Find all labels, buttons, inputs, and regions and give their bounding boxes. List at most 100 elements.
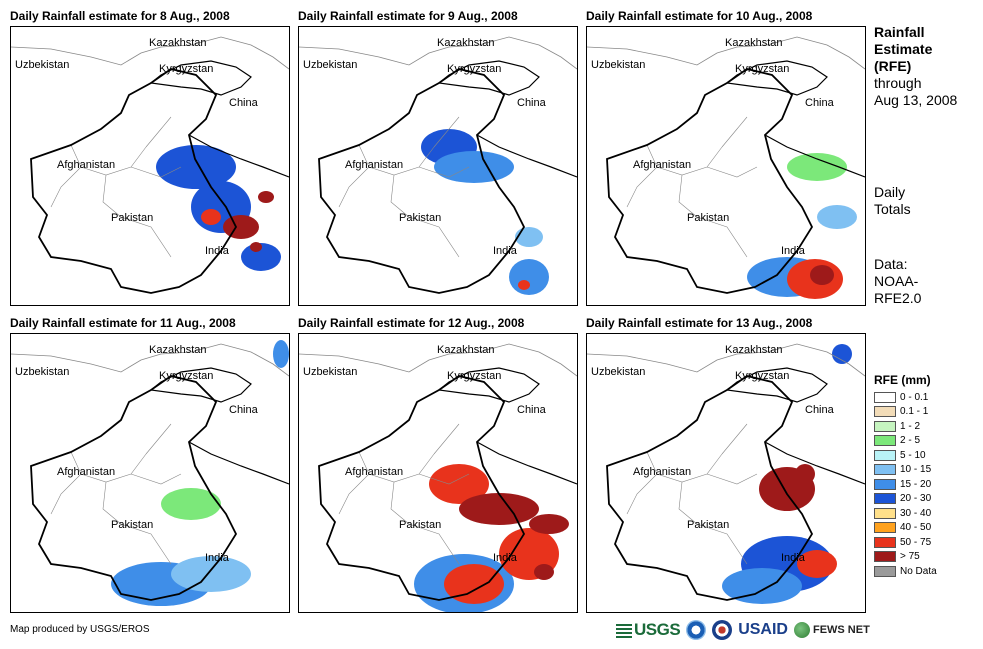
country-label-china: China (517, 97, 546, 109)
region-boundary (30, 68, 238, 294)
legend-label: > 75 (900, 551, 920, 563)
country-label-afghanistan: Afghanistan (633, 159, 692, 171)
region-boundary (606, 68, 814, 294)
rainfall-area (258, 191, 274, 203)
legend-label: 20 - 30 (900, 493, 932, 505)
rainfall-area (529, 514, 569, 534)
rainfall-map: Kazakhstan Uzbekistan Kyrgyzstan China Afgha… (298, 333, 578, 613)
legend-label: 40 - 50 (900, 522, 932, 534)
region-boundary (318, 375, 526, 601)
legend-item: 10 - 15 (874, 463, 937, 478)
legend-swatch (874, 493, 896, 505)
legend-item: 50 - 75 (874, 535, 937, 550)
region-boundary (30, 375, 238, 601)
rainfall-map-svg (299, 343, 577, 612)
usaid-logo: USAID (738, 621, 788, 638)
country-label-kyrgyzstan: Kyrgyzstan (735, 63, 790, 75)
country-label-kazakhstan: Kazakhstan (437, 37, 495, 49)
title-line: (RFE) (874, 58, 912, 74)
rainfall-map-svg (11, 36, 289, 294)
province-boundary (433, 116, 460, 148)
country-label-china: China (517, 404, 546, 416)
country-label-kyrgyzstan: Kyrgyzstan (159, 63, 214, 75)
province-boundary (338, 166, 370, 208)
country-label-china: China (805, 97, 834, 109)
province-boundary (50, 473, 82, 515)
rainfall-map-panel-aug11: Daily Rainfall estimate for 11 Aug., 200… (10, 316, 290, 616)
province-boundary (721, 116, 748, 148)
province-boundary (130, 166, 182, 178)
legend-label: 0.1 - 1 (900, 406, 929, 418)
country-boundary (149, 60, 252, 96)
legend-swatch (874, 464, 896, 476)
country-label-india: India (781, 552, 805, 564)
country-label-afghanistan: Afghanistan (345, 159, 404, 171)
rainfall-area (810, 265, 834, 285)
country-label-uzbekistan: Uzbekistan (591, 366, 646, 378)
legend-item: 40 - 50 (874, 521, 937, 536)
country-label-india: India (493, 245, 517, 257)
legend-item: 30 - 40 (874, 506, 937, 521)
legend-item: 2 - 5 (874, 434, 937, 449)
province-boundary (50, 166, 82, 208)
country-boundary (149, 367, 252, 403)
panel-title: Daily Rainfall estimate for 10 Aug., 200… (586, 9, 813, 23)
country-boundary (11, 36, 289, 70)
legend-item: > 75 (874, 550, 937, 565)
globe-icon (793, 622, 810, 638)
country-label-afghanistan: Afghanistan (57, 159, 116, 171)
legend-item: 5 - 10 (874, 448, 937, 463)
province-boundary (678, 174, 698, 218)
legend-item: 1 - 2 (874, 419, 937, 434)
province-boundary (706, 166, 758, 178)
rainfall-area (273, 340, 289, 368)
legend-label: 50 - 75 (900, 536, 932, 548)
legend-item: No Data (874, 564, 937, 579)
data-source: Data: NOAA- RFE2.0 (874, 256, 922, 306)
legend-label: 10 - 15 (900, 464, 932, 476)
rainfall-area (434, 151, 514, 183)
province-boundary (626, 473, 658, 515)
legend-swatch (874, 551, 896, 563)
noaa-logo-icon (686, 620, 707, 640)
rainfall-area (156, 145, 236, 189)
country-label-pakistan: Pakistan (399, 212, 442, 224)
rainfall-area (223, 215, 259, 239)
province-boundary (433, 423, 460, 455)
country-label-kazakhstan: Kazakhstan (149, 344, 207, 356)
rainfall-map-svg (587, 343, 865, 604)
legend-label: 30 - 40 (900, 507, 932, 519)
country-boundary (476, 441, 577, 485)
fews-net-logo: FEWS NET (793, 622, 870, 638)
province-boundary (678, 481, 698, 525)
legend-swatch (874, 507, 896, 519)
rainfall-area (797, 550, 837, 578)
country-boundary (437, 60, 540, 96)
rainfall-area (518, 280, 530, 290)
rainfall-map-panel-aug13: Daily Rainfall estimate for 13 Aug., 200… (586, 316, 866, 616)
country-label-india: India (205, 552, 229, 564)
agency-logos: USGS USAID FEWS NET (616, 617, 870, 643)
region-boundary (318, 68, 526, 294)
country-label-kazakhstan: Kazakhstan (149, 37, 207, 49)
rainfall-map: Kazakhstan Uzbekistan Kyrgyzstan China Afgha… (586, 333, 866, 613)
rainfall-map-panel-aug8: Daily Rainfall estimate for 8 Aug., 2008… (10, 9, 290, 309)
country-label-india: India (781, 245, 805, 257)
rainfall-area (534, 564, 554, 580)
legend-label: 15 - 20 (900, 478, 932, 490)
country-label-kyrgyzstan: Kyrgyzstan (735, 370, 790, 382)
legend-swatch (874, 565, 896, 577)
province-boundary (390, 174, 410, 218)
country-label-kyrgyzstan: Kyrgyzstan (447, 370, 502, 382)
legend-item: 0.1 - 1 (874, 405, 937, 420)
country-label-pakistan: Pakistan (399, 519, 442, 531)
rainfall-area (444, 564, 504, 604)
province-boundary (145, 423, 172, 455)
rainfall-map: Kazakhstan Uzbekistan Kyrgyzstan China Afgha… (586, 26, 866, 306)
country-label-china: China (229, 97, 258, 109)
side-title: Rainfall Estimate (RFE) through Aug 13, … (874, 24, 957, 109)
province-boundary (626, 166, 658, 208)
country-label-afghanistan: Afghanistan (633, 466, 692, 478)
country-boundary (764, 441, 865, 485)
country-boundary (587, 36, 865, 70)
